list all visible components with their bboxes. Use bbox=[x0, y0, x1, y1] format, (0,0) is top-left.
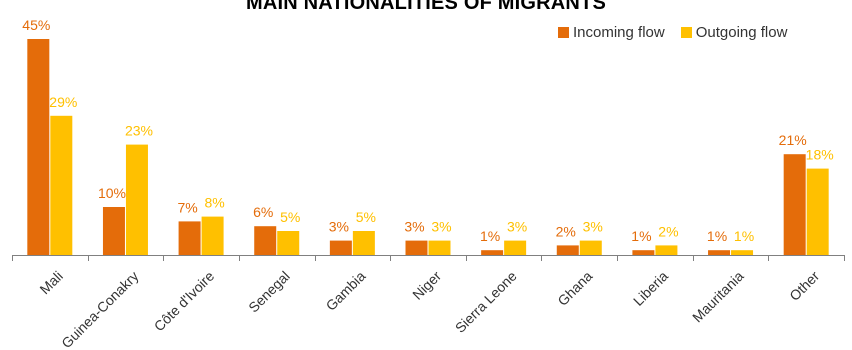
data-label-incoming: 1% bbox=[707, 228, 727, 244]
bar-outgoing bbox=[125, 144, 148, 255]
data-label-outgoing: 5% bbox=[280, 209, 300, 225]
x-tick-label: Niger bbox=[409, 268, 444, 303]
data-label-incoming: 1% bbox=[631, 228, 651, 244]
x-tick-label: Mauritania bbox=[689, 268, 747, 326]
data-label-outgoing: 3% bbox=[431, 219, 451, 235]
data-label-outgoing: 3% bbox=[583, 219, 603, 235]
data-label-outgoing: 23% bbox=[125, 123, 153, 139]
bar-incoming bbox=[556, 245, 579, 255]
bar-incoming bbox=[178, 221, 201, 255]
bar-outgoing bbox=[579, 240, 602, 255]
legend-item-incoming: Incoming flow bbox=[558, 24, 665, 41]
data-label-outgoing: 1% bbox=[734, 228, 754, 244]
x-tick-label: Sierra Leone bbox=[452, 268, 520, 336]
bar-incoming bbox=[481, 250, 504, 255]
bar-outgoing bbox=[655, 245, 678, 255]
data-label-incoming: 6% bbox=[253, 204, 273, 220]
data-label-incoming: 2% bbox=[556, 223, 576, 239]
legend-item-outgoing: Outgoing flow bbox=[680, 23, 788, 41]
data-label-outgoing: 3% bbox=[507, 219, 527, 235]
x-tick-label: Gambia bbox=[323, 268, 369, 314]
bar-incoming bbox=[254, 226, 277, 255]
bar-incoming bbox=[329, 240, 352, 255]
bar-outgoing bbox=[352, 231, 375, 255]
legend-swatch-incoming bbox=[558, 26, 569, 38]
bar-outgoing bbox=[428, 240, 451, 255]
chart-legend: Incoming flow Outgoing flow bbox=[558, 22, 803, 42]
data-label-outgoing: 18% bbox=[806, 147, 834, 163]
data-label-incoming: 3% bbox=[329, 219, 349, 235]
bar-outgoing bbox=[277, 231, 300, 255]
data-label-outgoing: 29% bbox=[49, 94, 77, 110]
x-tick-label: Mali bbox=[36, 268, 65, 297]
bar-outgoing bbox=[201, 216, 224, 255]
bar-incoming bbox=[102, 207, 125, 255]
x-tick-label: Côte d'Ivoire bbox=[151, 268, 218, 335]
bar-outgoing bbox=[731, 250, 754, 255]
bar-incoming bbox=[783, 154, 806, 255]
data-label-incoming: 45% bbox=[22, 17, 50, 33]
x-tick-label: Other bbox=[786, 268, 822, 304]
bar-outgoing bbox=[504, 240, 527, 255]
data-label-incoming: 10% bbox=[98, 185, 126, 201]
x-tick-label: Ghana bbox=[554, 268, 595, 309]
bar-outgoing bbox=[806, 168, 829, 255]
legend-label-outgoing: Outgoing flow bbox=[695, 23, 788, 41]
data-label-incoming: 21% bbox=[779, 132, 807, 148]
data-label-outgoing: 8% bbox=[204, 195, 224, 211]
legend-label-incoming: Incoming flow bbox=[573, 23, 665, 41]
bar-incoming bbox=[708, 250, 731, 255]
bar-incoming bbox=[405, 240, 428, 255]
data-label-incoming: 1% bbox=[480, 228, 500, 244]
x-tick-label: Senegal bbox=[245, 268, 293, 316]
bar-outgoing bbox=[50, 115, 73, 255]
data-label-outgoing: 5% bbox=[356, 209, 376, 225]
legend-swatch-outgoing bbox=[680, 26, 692, 38]
data-label-outgoing: 2% bbox=[658, 223, 678, 239]
data-label-incoming: 7% bbox=[177, 199, 197, 215]
x-tick-label: Guinea-Conakry bbox=[58, 268, 141, 350]
bar-incoming bbox=[27, 39, 50, 255]
x-tick-label: Liberia bbox=[630, 268, 671, 309]
data-label-incoming: 3% bbox=[404, 219, 424, 235]
chart-title: MAIN NATIONALITIES OF MIGRANTS bbox=[245, 0, 607, 14]
bar-incoming bbox=[632, 250, 655, 255]
